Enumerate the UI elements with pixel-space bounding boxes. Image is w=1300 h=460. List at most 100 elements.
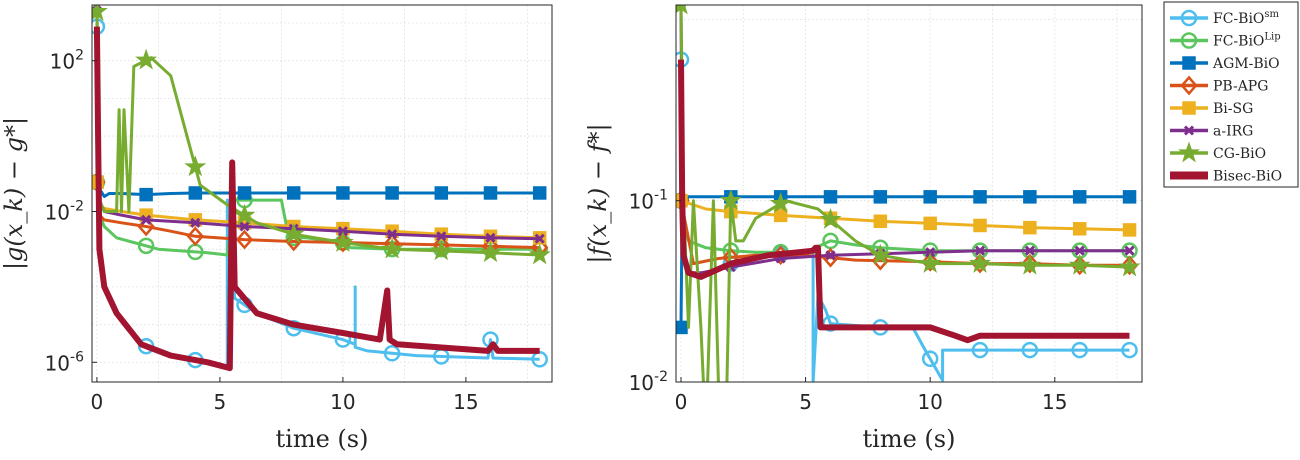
legend: FC-BiOsm FC-BiOLip AGM-BiO PB-APG Bi-SG a-IRG…	[1163, 1, 1299, 188]
legend-label: FC-BiOsm	[1213, 9, 1280, 27]
legend-entry: FC-BiOLip	[1170, 32, 1281, 50]
left-plot: 0 5 10 15 10-6 10-2 102 time (s) |g(x_k) − g*|	[0, 4, 553, 453]
marker-agm-bio	[676, 320, 688, 335]
marker-fc-bio-sm	[531, 351, 548, 368]
marker-a-irg	[534, 233, 545, 244]
marker-agm-bio	[923, 190, 937, 204]
series-line-a-irg	[95, 5, 540, 241]
marker-cg-bio	[331, 230, 354, 252]
x-tick-label: 10	[917, 390, 942, 414]
marker-a-irg	[190, 217, 201, 228]
legend-label: CG-BiO	[1213, 146, 1266, 162]
marker-cg-bio	[135, 48, 158, 70]
left-axes-box	[91, 4, 553, 383]
marker-a-irg	[1124, 245, 1135, 256]
marker-fc-bio-sm	[971, 341, 989, 359]
y-tick-label: 10-1	[629, 188, 668, 214]
marker-bi-sg	[1122, 223, 1137, 237]
marker-bi-sg	[923, 216, 937, 231]
marker-agm-bio	[973, 190, 987, 204]
marker-cg-bio	[1118, 255, 1141, 277]
marker-fc-bio-sm	[921, 350, 939, 367]
legend-label: AGM-BiO	[1212, 56, 1280, 72]
left-series	[92, 5, 551, 372]
y-axis-label: |f(x_k) − f*|	[584, 123, 613, 263]
marker-cg-bio	[676, 5, 688, 15]
legend-marker	[1180, 9, 1198, 27]
y-tick-label: 102	[50, 48, 84, 74]
legend-entry: CG-BiO	[1170, 141, 1266, 163]
legend-entry: AGM-BiO	[1170, 56, 1280, 72]
marker-cg-bio	[919, 252, 942, 273]
legend-entry: PB-APG	[1170, 75, 1268, 96]
marker-bi-sg	[1023, 220, 1037, 235]
x-tick-label: 5	[799, 390, 812, 414]
marker-fc-bio-sm	[822, 315, 839, 332]
series-line-bisec-bio	[93, 26, 540, 372]
series-line-cg-bio	[679, 5, 1130, 382]
legend-marker	[1182, 101, 1196, 115]
marker-cg-bio	[528, 243, 551, 265]
marker-cg-bio	[719, 189, 742, 211]
x-tick-label: 0	[91, 390, 104, 414]
right-axes-box	[675, 4, 1143, 383]
marker-pb-apg	[137, 216, 155, 237]
marker-a-irg	[436, 231, 447, 242]
legend-label: FC-BiOLip	[1213, 32, 1281, 50]
series-line-agm-bio	[95, 181, 540, 198]
marker-fc-bio-sm	[1021, 341, 1039, 359]
marker-agm-bio	[1023, 190, 1037, 204]
x-tick-label: 15	[1042, 390, 1067, 414]
legend-marker	[1183, 125, 1195, 136]
y-tick-label: 10-2	[45, 198, 84, 224]
marker-cg-bio	[430, 239, 453, 261]
marker-cg-bio	[969, 252, 991, 273]
x-tick-label: 10	[330, 390, 355, 414]
series-line-cg-bio	[95, 11, 540, 257]
marker-agm-bio	[286, 186, 301, 200]
legend-entry: FC-BiOsm	[1170, 9, 1280, 27]
marker-cg-bio	[869, 243, 892, 265]
marker-cg-bio	[819, 208, 842, 229]
marker-a-irg	[485, 232, 496, 243]
legend-marker	[1180, 75, 1198, 96]
x-tick-label: 15	[453, 390, 478, 414]
marker-pb-apg	[1021, 253, 1039, 274]
marker-agm-bio	[483, 186, 498, 200]
legend-entry: Bisec-BiO	[1170, 169, 1282, 185]
x-tick-label: 0	[675, 390, 688, 414]
marker-agm-bio	[139, 187, 153, 202]
marker-cg-bio	[233, 203, 256, 225]
marker-a-irg	[1074, 245, 1085, 256]
marker-agm-bio	[823, 190, 838, 204]
marker-bi-sg	[1072, 222, 1087, 236]
series-line-bisec-bio	[678, 59, 1130, 344]
marker-fc-bio-lip	[137, 237, 155, 255]
marker-agm-bio	[532, 186, 547, 200]
y-axis-label: |g(x_k) − g*|	[0, 117, 29, 270]
legend-label: Bisec-BiO	[1213, 169, 1282, 185]
marker-cg-bio	[92, 5, 108, 21]
legend-entry: a-IRG	[1170, 124, 1253, 140]
y-tick-label: 10-6	[45, 349, 85, 375]
marker-agm-bio	[1072, 190, 1087, 204]
right-plot: 0 5 10 15 10-2 10-1 time (s) |f(x_k) − f*|	[584, 4, 1143, 453]
marker-a-irg	[92, 5, 102, 11]
x-axis-label: time (s)	[276, 425, 369, 453]
marker-cg-bio	[184, 155, 207, 177]
marker-pb-apg	[1120, 255, 1139, 276]
x-tick-label: 5	[214, 390, 227, 414]
marker-cg-bio	[479, 241, 502, 263]
marker-a-irg	[239, 221, 250, 232]
y-tick-label: 10-2	[629, 369, 668, 395]
x-axis-label: time (s)	[863, 425, 956, 453]
marker-bi-sg	[873, 214, 888, 229]
marker-bi-sg	[773, 208, 788, 223]
marker-cg-bio	[282, 222, 305, 244]
series-line-bi-sg	[680, 199, 1130, 232]
marker-fc-bio-sm	[1071, 341, 1088, 359]
marker-agm-bio	[873, 190, 888, 204]
marker-agm-bio	[237, 186, 252, 200]
marker-pb-apg	[235, 229, 254, 250]
